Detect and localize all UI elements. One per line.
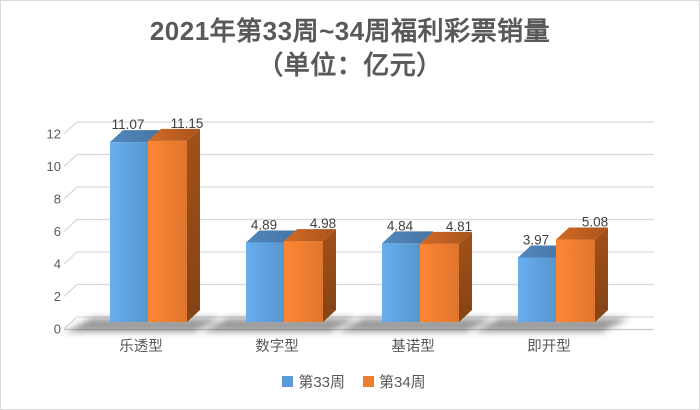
value-label-week33: 11.07 <box>112 117 145 132</box>
bar-week34-side-face <box>187 128 200 322</box>
legend-swatch-week33-icon <box>282 376 294 387</box>
y-tick-label: 10 <box>47 159 61 174</box>
y-axis-tick-diagonal <box>63 186 78 200</box>
y-tick-label: 6 <box>54 224 61 239</box>
bar-week34-top-face <box>148 128 200 141</box>
bar-week34-front-face <box>556 239 595 322</box>
category-label: 数字型 <box>255 338 299 355</box>
y-axis-tick-diagonal <box>63 121 78 135</box>
bar-week34-front-face <box>148 140 187 322</box>
bar-week33-front-face <box>246 242 284 322</box>
category-label: 基诺型 <box>391 338 435 355</box>
value-label-week33: 4.89 <box>251 218 277 233</box>
bar-week34-side-face <box>323 229 336 322</box>
y-axis-tick-diagonal <box>63 251 78 265</box>
legend-swatch-week34-icon <box>363 376 374 387</box>
y-axis-tick-diagonal <box>63 154 78 167</box>
value-label-week33: 3.97 <box>523 232 549 247</box>
bar-week34-front-face <box>420 243 459 322</box>
y-tick-label: 12 <box>47 127 61 142</box>
bar-week33-front-face <box>382 243 420 322</box>
y-tick-label: 8 <box>54 192 61 207</box>
bar-week34-side-face <box>459 231 472 322</box>
legend-item-week33: 第33周 <box>282 371 345 392</box>
chart-title-line-2: （单位：亿元） <box>257 50 443 80</box>
chart-title: 2021年第33周~34周福利彩票销量 （单位：亿元） <box>1 14 699 82</box>
chart-title-line-1: 2021年第33周~34周福利彩票销量 <box>149 16 551 46</box>
legend-item-week34: 第34周 <box>363 371 426 392</box>
bar-week34-top-face <box>420 231 472 244</box>
value-label-week34: 11.15 <box>171 116 204 131</box>
value-label-week34: 4.81 <box>446 219 472 234</box>
value-label-week33: 4.84 <box>387 218 414 233</box>
value-label-week34: 4.98 <box>310 216 336 231</box>
bar-week34-top-face <box>556 227 608 240</box>
legend-label-week33: 第33周 <box>298 374 345 391</box>
value-label-week34: 5.08 <box>582 214 608 229</box>
legend: 第33周 第34周 <box>5 371 699 392</box>
y-axis-tick-diagonal <box>63 219 78 232</box>
category-label: 即开型 <box>527 338 571 355</box>
legend-label-week34: 第34周 <box>379 374 426 391</box>
bar-week34-top-face <box>284 229 336 242</box>
y-tick-label: 0 <box>54 322 61 337</box>
bar-week33-top-face <box>110 130 161 143</box>
bar-week33-front-face <box>518 257 556 322</box>
bar-week33-top-face <box>382 231 433 244</box>
bar-week33-front-face <box>110 142 148 322</box>
y-tick-label: 2 <box>54 289 61 304</box>
bar-week33-top-face <box>246 230 297 243</box>
y-axis-tick-diagonal <box>63 316 78 330</box>
bar-week34-front-face <box>284 241 323 322</box>
y-tick-label: 4 <box>54 257 61 272</box>
bar-week34-side-face <box>595 227 608 322</box>
category-label: 乐透型 <box>119 338 163 355</box>
y-axis-tick-diagonal <box>63 284 78 297</box>
